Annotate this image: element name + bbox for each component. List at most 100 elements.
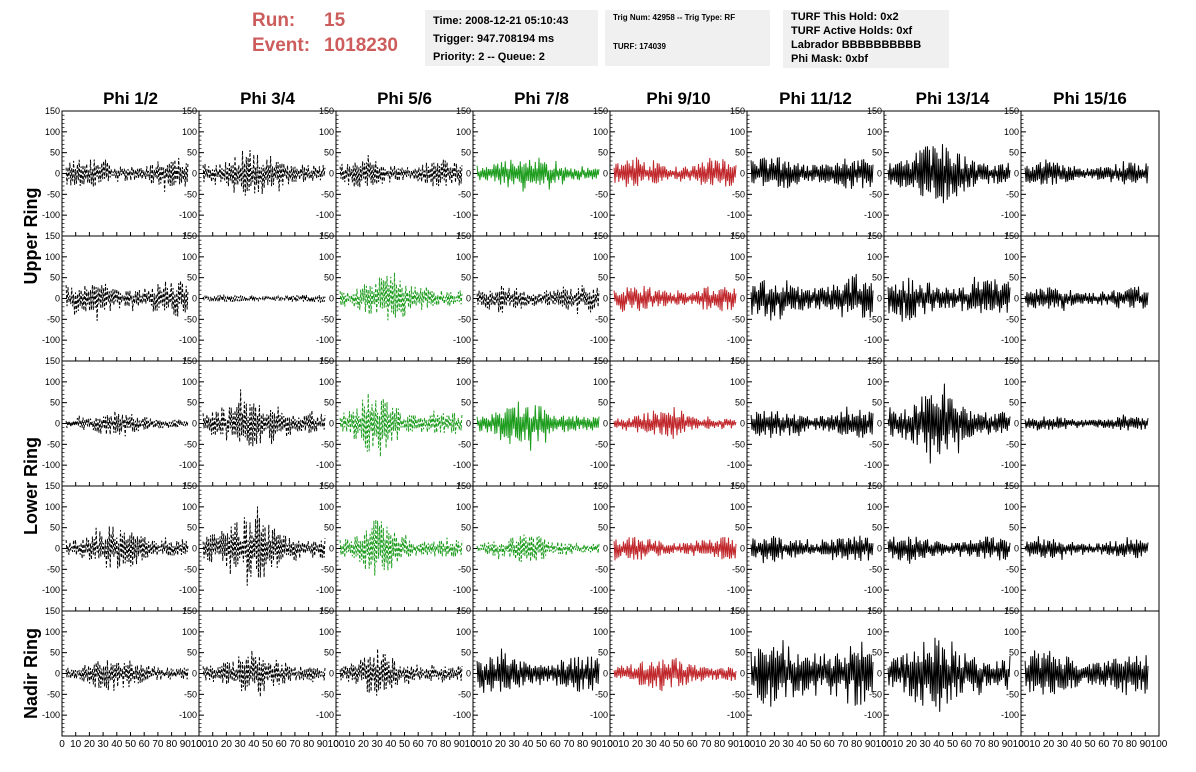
x-tick-label: 0 [196, 739, 202, 750]
x-tick-label: 0 [59, 739, 65, 750]
x-tick-label: 0 [607, 739, 613, 750]
y-tick-label: 50 [461, 273, 471, 283]
waveform-trace [613, 285, 737, 312]
waveform-trace [887, 536, 1011, 564]
y-tick-label: -50 [458, 314, 471, 324]
y-tick-label: 100 [45, 377, 60, 387]
y-tick-label: 0 [1014, 544, 1019, 554]
y-tick-label: -100 [864, 210, 882, 220]
y-tick-label: -50 [1006, 439, 1019, 449]
waveform-trace [1024, 536, 1149, 560]
waveform-trace [887, 144, 1011, 204]
y-tick-label: 50 [50, 648, 60, 658]
x-tick-label: 60 [1098, 739, 1110, 750]
y-tick-label: 0 [603, 419, 608, 429]
y-tick-label: -100 [316, 210, 334, 220]
waveform-trace [750, 535, 874, 564]
y-tick-label: 0 [55, 294, 60, 304]
panel: -100 -50 0 50 100 150 [179, 106, 337, 237]
y-tick-label: 0 [466, 294, 471, 304]
y-tick-label: -100 [727, 710, 745, 720]
y-tick-label: -50 [184, 564, 197, 574]
y-tick-label: 50 [598, 148, 608, 158]
y-tick-label: -50 [869, 564, 882, 574]
waveform-trace [476, 157, 600, 192]
phi-mask-text: Phi Mask: 0xbf [791, 53, 869, 65]
y-tick-label: 150 [1004, 356, 1019, 366]
panel: -100 -50 0 50 100 150 [316, 481, 474, 612]
waveform-trace [202, 294, 326, 303]
x-tick-label: 50 [536, 739, 548, 750]
panel: -100 -50 0 50 100 150 [453, 356, 611, 487]
y-tick-label: -50 [47, 564, 60, 574]
y-tick-label: -100 [864, 585, 882, 595]
y-tick-label: -100 [179, 710, 197, 720]
y-tick-label: 100 [456, 627, 471, 637]
y-tick-label: 150 [867, 106, 882, 116]
y-tick-label: -50 [732, 689, 745, 699]
y-tick-label: 100 [319, 252, 334, 262]
y-tick-label: 150 [593, 356, 608, 366]
y-tick-label: 0 [1014, 669, 1019, 679]
waveform-trace [339, 272, 463, 321]
panel: -100 -50 0 50 100 150 [42, 481, 200, 612]
y-tick-label: 50 [50, 273, 60, 283]
waveform-trace [1024, 159, 1149, 185]
panel: -100 -50 0 50 100 150 [453, 106, 611, 237]
x-tick-label: 30 [372, 739, 384, 750]
y-tick-label: 0 [329, 544, 334, 554]
y-tick-label: -50 [869, 439, 882, 449]
y-tick-label: 100 [593, 627, 608, 637]
y-tick-label: -100 [727, 460, 745, 470]
y-tick-label: 150 [319, 106, 334, 116]
waveform-trace [750, 273, 874, 321]
y-tick-label: 100 [1004, 377, 1019, 387]
x-tick-label: 30 [783, 739, 795, 750]
x-tick-label: 90 [728, 739, 740, 750]
x-tick-label: 80 [577, 739, 589, 750]
y-tick-label: 0 [740, 169, 745, 179]
x-tick-label: 30 [235, 739, 247, 750]
turf-info-box: TURF This Hold: 0x2 TURF Active Holds: 0… [783, 10, 949, 68]
x-tick-label: 40 [385, 739, 397, 750]
y-tick-label: 0 [877, 544, 882, 554]
x-tick-label: 60 [687, 739, 699, 750]
y-tick-label: -50 [732, 314, 745, 324]
y-tick-label: -50 [184, 689, 197, 699]
y-tick-label: 100 [593, 377, 608, 387]
y-tick-label: 0 [1014, 419, 1019, 429]
y-tick-label: -100 [1001, 585, 1019, 595]
y-tick-label: 0 [877, 419, 882, 429]
y-tick-label: 50 [324, 148, 334, 158]
y-tick-label: 0 [466, 169, 471, 179]
y-tick-label: -100 [316, 460, 334, 470]
y-tick-label: -50 [47, 439, 60, 449]
x-tick-label: 50 [1084, 739, 1096, 750]
y-tick-label: 100 [1004, 252, 1019, 262]
y-tick-label: 100 [45, 502, 60, 512]
x-tick-label: 40 [522, 739, 534, 750]
y-tick-label: 100 [593, 252, 608, 262]
panel: -100 -50 0 50 100 150 [864, 231, 1022, 362]
y-tick-label: 50 [187, 523, 197, 533]
waveform-trace [65, 157, 189, 192]
y-tick-label: 50 [1009, 148, 1019, 158]
y-tick-label: 50 [872, 398, 882, 408]
y-tick-label: -50 [732, 439, 745, 449]
column-title: Phi 9/10 [646, 89, 710, 108]
y-tick-label: 0 [603, 544, 608, 554]
y-tick-label: 150 [319, 481, 334, 491]
y-tick-label: 50 [872, 273, 882, 283]
y-tick-label: 150 [45, 231, 60, 241]
y-tick-label: 0 [877, 294, 882, 304]
y-tick-label: 50 [461, 398, 471, 408]
y-tick-label: 0 [877, 169, 882, 179]
panel: -100 -50 0 50 100 150 [590, 106, 748, 237]
y-tick-label: 150 [730, 356, 745, 366]
y-tick-label: 50 [187, 273, 197, 283]
y-tick-label: 100 [45, 627, 60, 637]
panel: -100 -50 0 50 100 150 [179, 231, 337, 362]
